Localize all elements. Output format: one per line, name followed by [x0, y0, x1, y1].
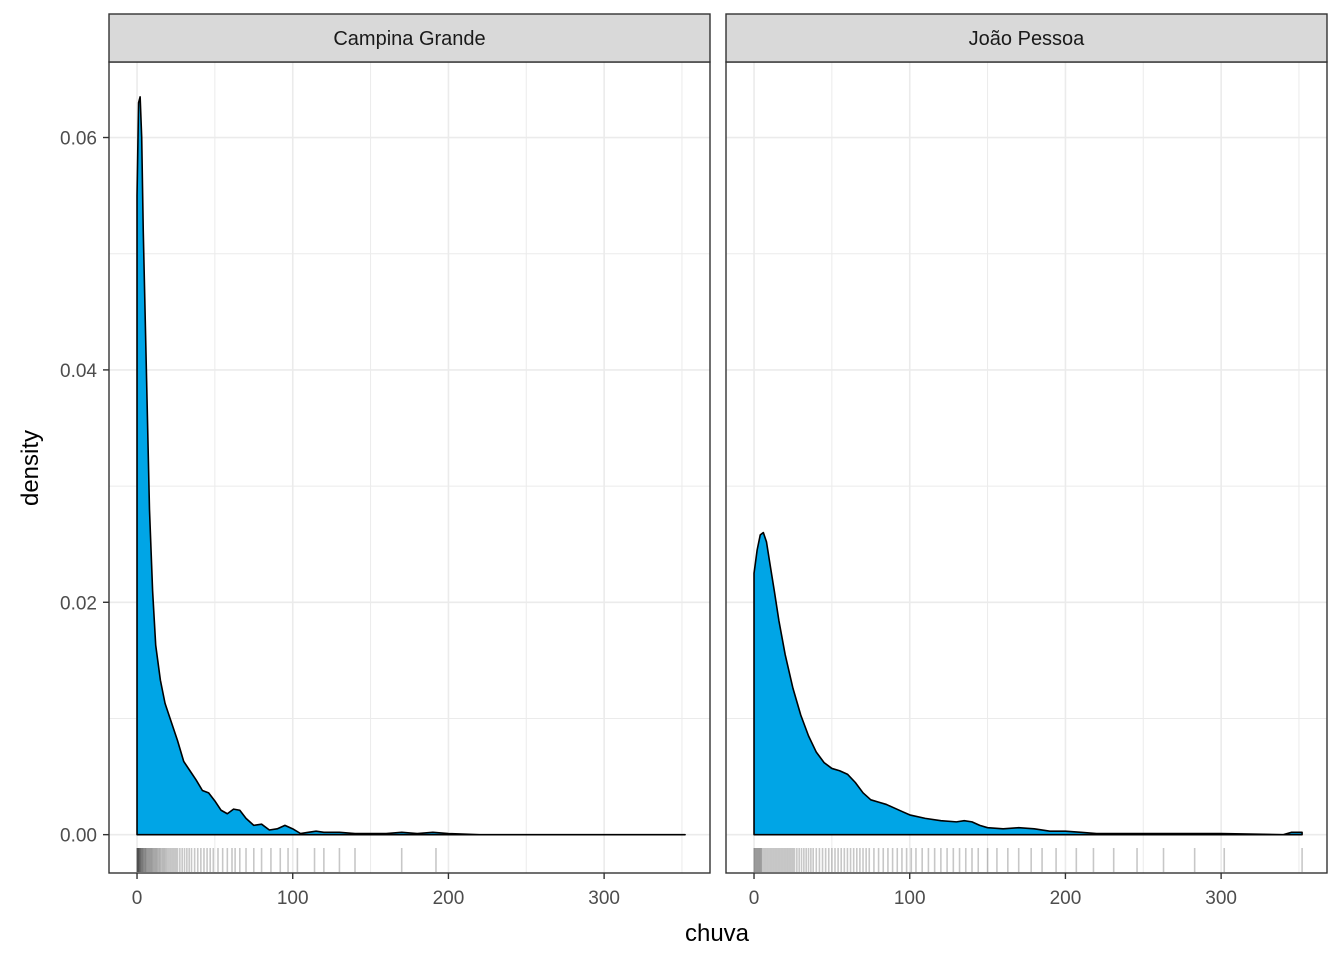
- facet-strip: [725, 13, 1328, 63]
- rug: [753, 848, 1303, 872]
- facet-strip-label: Campina Grande: [333, 28, 485, 50]
- y-axis-title: density: [17, 430, 44, 506]
- y-tick-label: 0.04: [60, 361, 97, 382]
- panel-background: [726, 62, 1327, 873]
- x-tick-label: 0: [749, 888, 760, 909]
- facet-strip-label: João Pessoa: [969, 28, 1086, 50]
- rug: [136, 848, 437, 872]
- density-area: [136, 96, 686, 836]
- x-tick-label: 200: [1050, 888, 1082, 909]
- y-tick-label: 0.06: [60, 129, 97, 150]
- y-tick-label: 0.00: [60, 826, 97, 847]
- density-area: [753, 531, 1303, 836]
- x-tick-label: 300: [588, 888, 620, 909]
- x-axis-joao-pessoa: 0 100 200 300: [749, 873, 1237, 909]
- panel-joao-pessoa: João Pessoa: [725, 13, 1328, 874]
- x-tick-label: 300: [1205, 888, 1237, 909]
- panel-campina-grande: Campina Grande: [108, 13, 711, 874]
- facet-strip: [108, 13, 711, 63]
- x-tick-label: 100: [277, 888, 309, 909]
- y-axis: 0.00 0.02 0.04 0.06: [60, 129, 109, 847]
- x-axis-title: chuva: [685, 920, 750, 947]
- x-tick-label: 0: [132, 888, 143, 909]
- panel-background: [109, 62, 710, 873]
- x-tick-label: 100: [894, 888, 926, 909]
- x-axis-campina-grande: 0 100 200 300: [132, 873, 620, 909]
- y-tick-label: 0.02: [60, 593, 97, 614]
- x-tick-label: 200: [433, 888, 465, 909]
